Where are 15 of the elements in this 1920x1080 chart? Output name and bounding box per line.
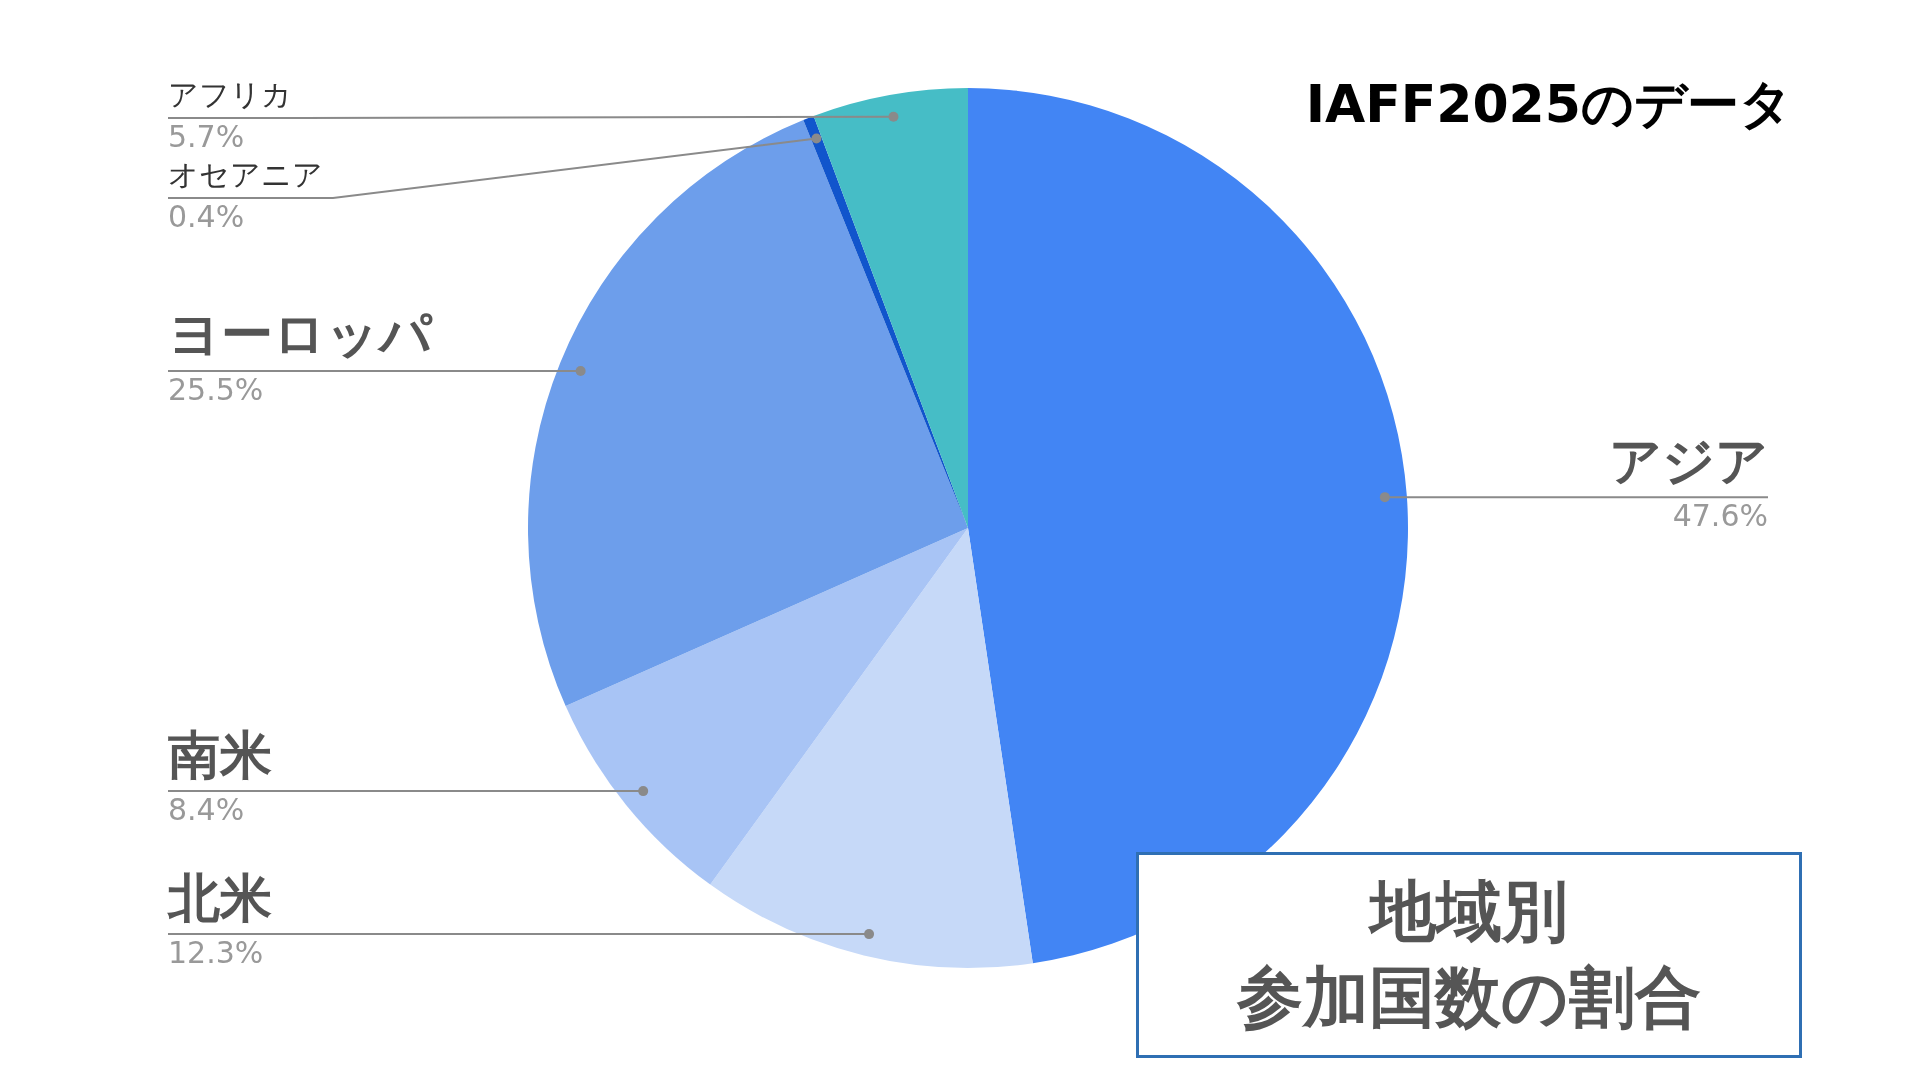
slice-label: アフリカ — [168, 76, 292, 112]
slice-label: 南米 — [168, 724, 272, 785]
slice-label: 北米 — [167, 867, 272, 928]
slice-label: オセアニア — [168, 156, 323, 192]
slice-label: ヨーロッパ — [168, 304, 433, 365]
data-label: 8.4% — [168, 791, 245, 827]
data-label: 5.7% — [168, 118, 245, 154]
text: 地域別 — [1367, 872, 1569, 953]
chart-title: IAFF2025のデータ — [1305, 73, 1792, 136]
text: 参加国数の割合 — [1236, 958, 1702, 1039]
data-label: 12.3% — [168, 934, 264, 970]
slice-label: アジア — [1609, 430, 1768, 491]
data-label: 25.5% — [168, 371, 264, 407]
data-label: 47.6% — [1672, 497, 1768, 533]
data-label: 0.4% — [168, 198, 245, 234]
